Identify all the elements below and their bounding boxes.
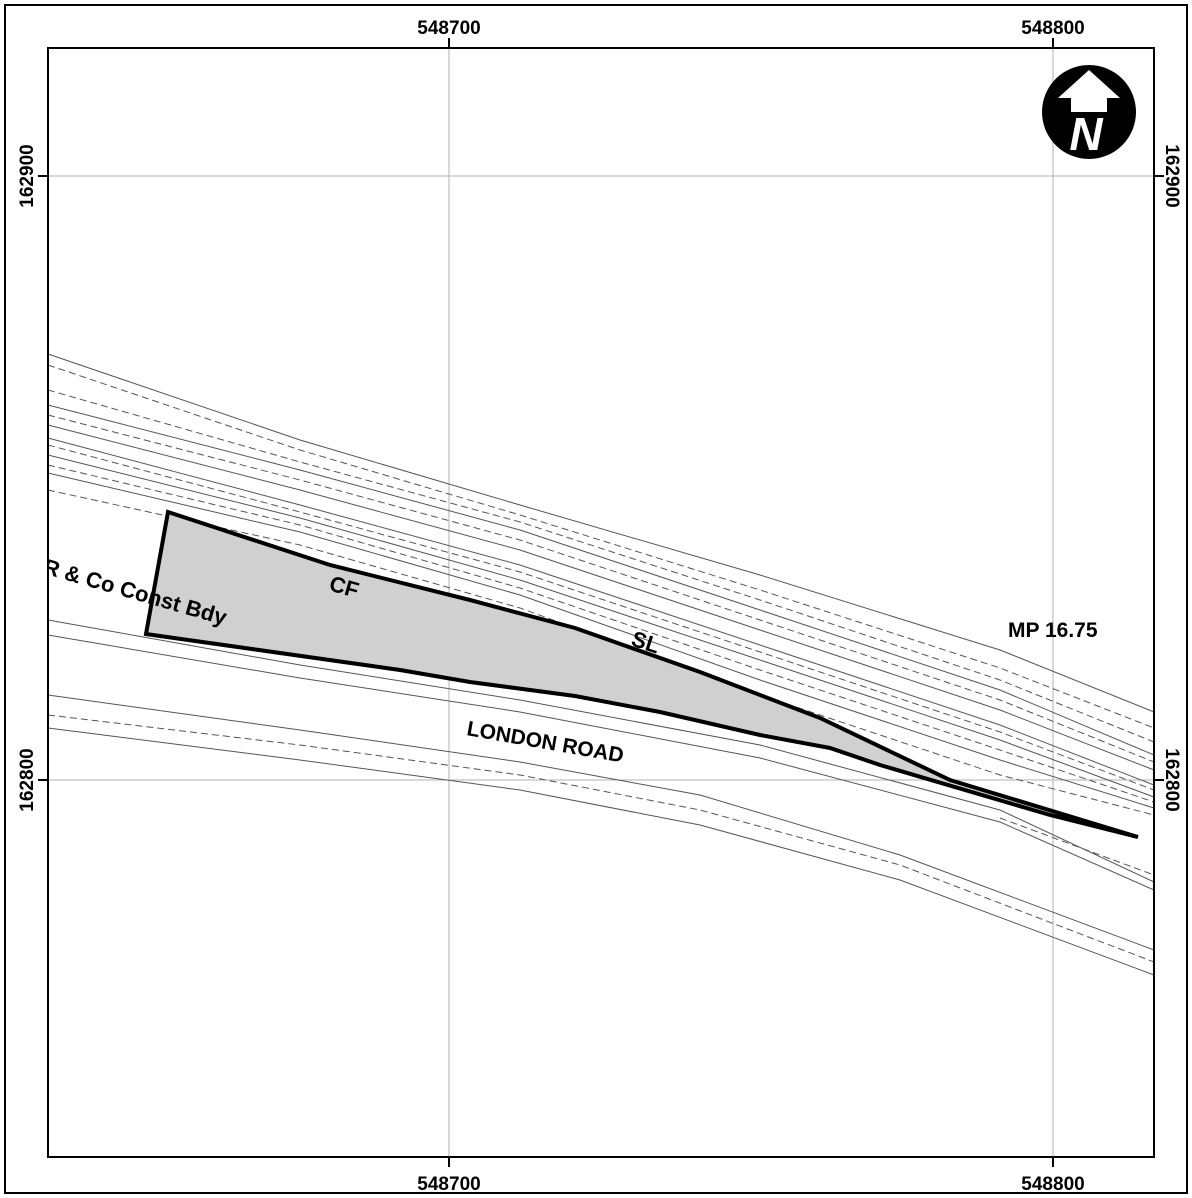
inner-frame [47, 47, 1155, 1158]
road-dashed-2 [999, 817, 1155, 876]
rail-dashed-5 [47, 464, 1155, 803]
north-letter: N [1069, 108, 1103, 160]
road-edge-1 [47, 619, 1155, 883]
easting-label-top-1: 548700 [417, 18, 480, 39]
road-label: LONDON ROAD [465, 717, 625, 767]
north-arrow-icon: N [1042, 65, 1136, 160]
rail-line-3 [47, 424, 1155, 771]
rail-line-2 [47, 404, 1155, 756]
outer-frame [4, 4, 1188, 1194]
road-lines [47, 619, 1155, 976]
road-dashed-lines [47, 714, 1155, 963]
rail-line-1 [47, 353, 1155, 713]
parcel-polygon[interactable] [143, 509, 1139, 839]
northing-label-left-2: 162800 [17, 748, 38, 811]
rail-line-4 [47, 437, 1155, 786]
road-edge-4 [47, 727, 1155, 976]
rail-line-5 [47, 454, 1155, 798]
rail-dashed-2 [47, 389, 1155, 743]
road-edge-3 [47, 694, 1155, 951]
milepost-label: MP 16.75 [1008, 619, 1098, 642]
railway-dashed-lines [47, 364, 1155, 816]
northing-label-left-1: 162900 [17, 144, 38, 207]
map-content [47, 48, 1155, 1157]
easting-label-top-2: 548800 [1021, 18, 1084, 39]
rail-dashed-6 [47, 489, 1155, 816]
road-dashed-1 [47, 714, 1155, 963]
road-edge-2 [47, 634, 1155, 891]
rail-dashed-1 [47, 364, 1155, 729]
easting-label-bottom-1: 548700 [417, 1174, 480, 1195]
railway-lines [47, 353, 1155, 809]
northing-label-right-2: 162800 [1161, 748, 1182, 811]
northing-label-right-1: 162900 [1161, 144, 1182, 207]
rail-line-6 [47, 472, 1155, 809]
easting-label-bottom-2: 548800 [1021, 1174, 1084, 1195]
